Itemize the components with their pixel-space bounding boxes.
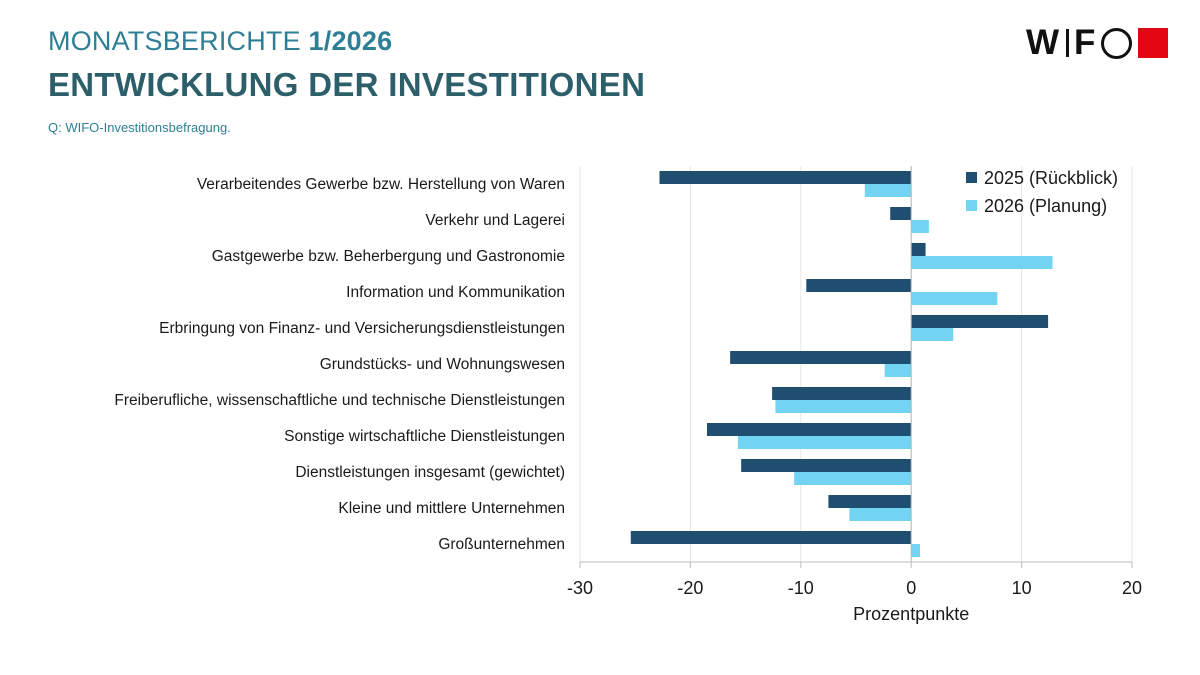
bar-2025-4 xyxy=(911,315,1049,328)
series-name: MONATSBERICHTE xyxy=(48,26,301,56)
x-tick-label: 20 xyxy=(1122,578,1142,598)
x-tick-label: 10 xyxy=(1012,578,1032,598)
bar-2026-6 xyxy=(775,400,912,413)
category-label: Freiberufliche, wissenschaftliche und te… xyxy=(114,392,565,409)
wifo-logo: W F xyxy=(1026,23,1169,62)
legend-swatch-2026 xyxy=(966,200,977,211)
category-label: Erbringung von Finanz- und Versicherungs… xyxy=(159,320,565,337)
bar-2026-5 xyxy=(884,364,912,377)
page-title: ENTWICKLUNG DER INVESTITIONEN xyxy=(48,66,646,103)
category-label: Verkehr und Lagerei xyxy=(425,212,565,229)
bar-2025-6 xyxy=(772,387,912,400)
category-label: Information und Kommunikation xyxy=(346,284,565,301)
bar-2026-1 xyxy=(911,220,929,233)
logo-letter-w: W xyxy=(1026,23,1062,62)
x-tick-label: 0 xyxy=(906,578,916,598)
legend-label-2025: 2025 (Rückblick) xyxy=(984,168,1118,188)
bar-2025-2 xyxy=(911,243,926,256)
category-label: Großunternehmen xyxy=(438,536,565,553)
bar-2025-7 xyxy=(706,423,912,436)
bar-2026-3 xyxy=(911,292,998,305)
category-label: Kleine und mittlere Unternehmen xyxy=(338,500,565,517)
bar-2026-10 xyxy=(911,544,921,557)
bar-2026-0 xyxy=(864,184,912,197)
x-tick-label: -10 xyxy=(788,578,814,598)
bar-2025-5 xyxy=(730,351,912,364)
category-label: Grundstücks- und Wohnungswesen xyxy=(320,356,565,373)
source-note: Q: WIFO-Investitionsbefragung. xyxy=(48,120,231,135)
x-tick-label: -20 xyxy=(677,578,703,598)
bar-2026-4 xyxy=(911,328,954,341)
bar-2025-9 xyxy=(828,495,912,508)
category-label: Sonstige wirtschaftliche Dienstleistunge… xyxy=(284,428,565,445)
bar-2025-1 xyxy=(890,207,912,220)
logo-square-icon xyxy=(1138,28,1169,58)
issue-number: 1/2026 xyxy=(308,26,393,56)
bar-2026-9 xyxy=(849,508,912,521)
category-label: Verarbeitendes Gewerbe bzw. Herstellung … xyxy=(197,176,565,193)
logo-letter-f: F xyxy=(1074,23,1098,62)
category-label: Dienstleistungen insgesamt (gewichtet) xyxy=(295,464,565,481)
bar-2026-7 xyxy=(737,436,912,449)
legend-label-2026: 2026 (Planung) xyxy=(984,196,1107,216)
bar-2025-3 xyxy=(806,279,912,292)
x-tick-label: -30 xyxy=(567,578,593,598)
bar-2026-8 xyxy=(794,472,912,485)
x-axis-title: Prozentpunkte xyxy=(853,604,969,624)
logo-bar xyxy=(1066,29,1070,57)
bar-2025-0 xyxy=(659,171,912,184)
legend-swatch-2025 xyxy=(966,172,977,183)
logo-ring-icon xyxy=(1101,27,1133,59)
report-series: MONATSBERICHTE 1/2026 xyxy=(48,26,392,57)
bar-2026-2 xyxy=(911,256,1053,269)
bar-2025-8 xyxy=(741,459,912,472)
bar-2025-10 xyxy=(630,531,912,544)
category-label: Gastgewerbe bzw. Beherbergung und Gastro… xyxy=(212,248,565,265)
